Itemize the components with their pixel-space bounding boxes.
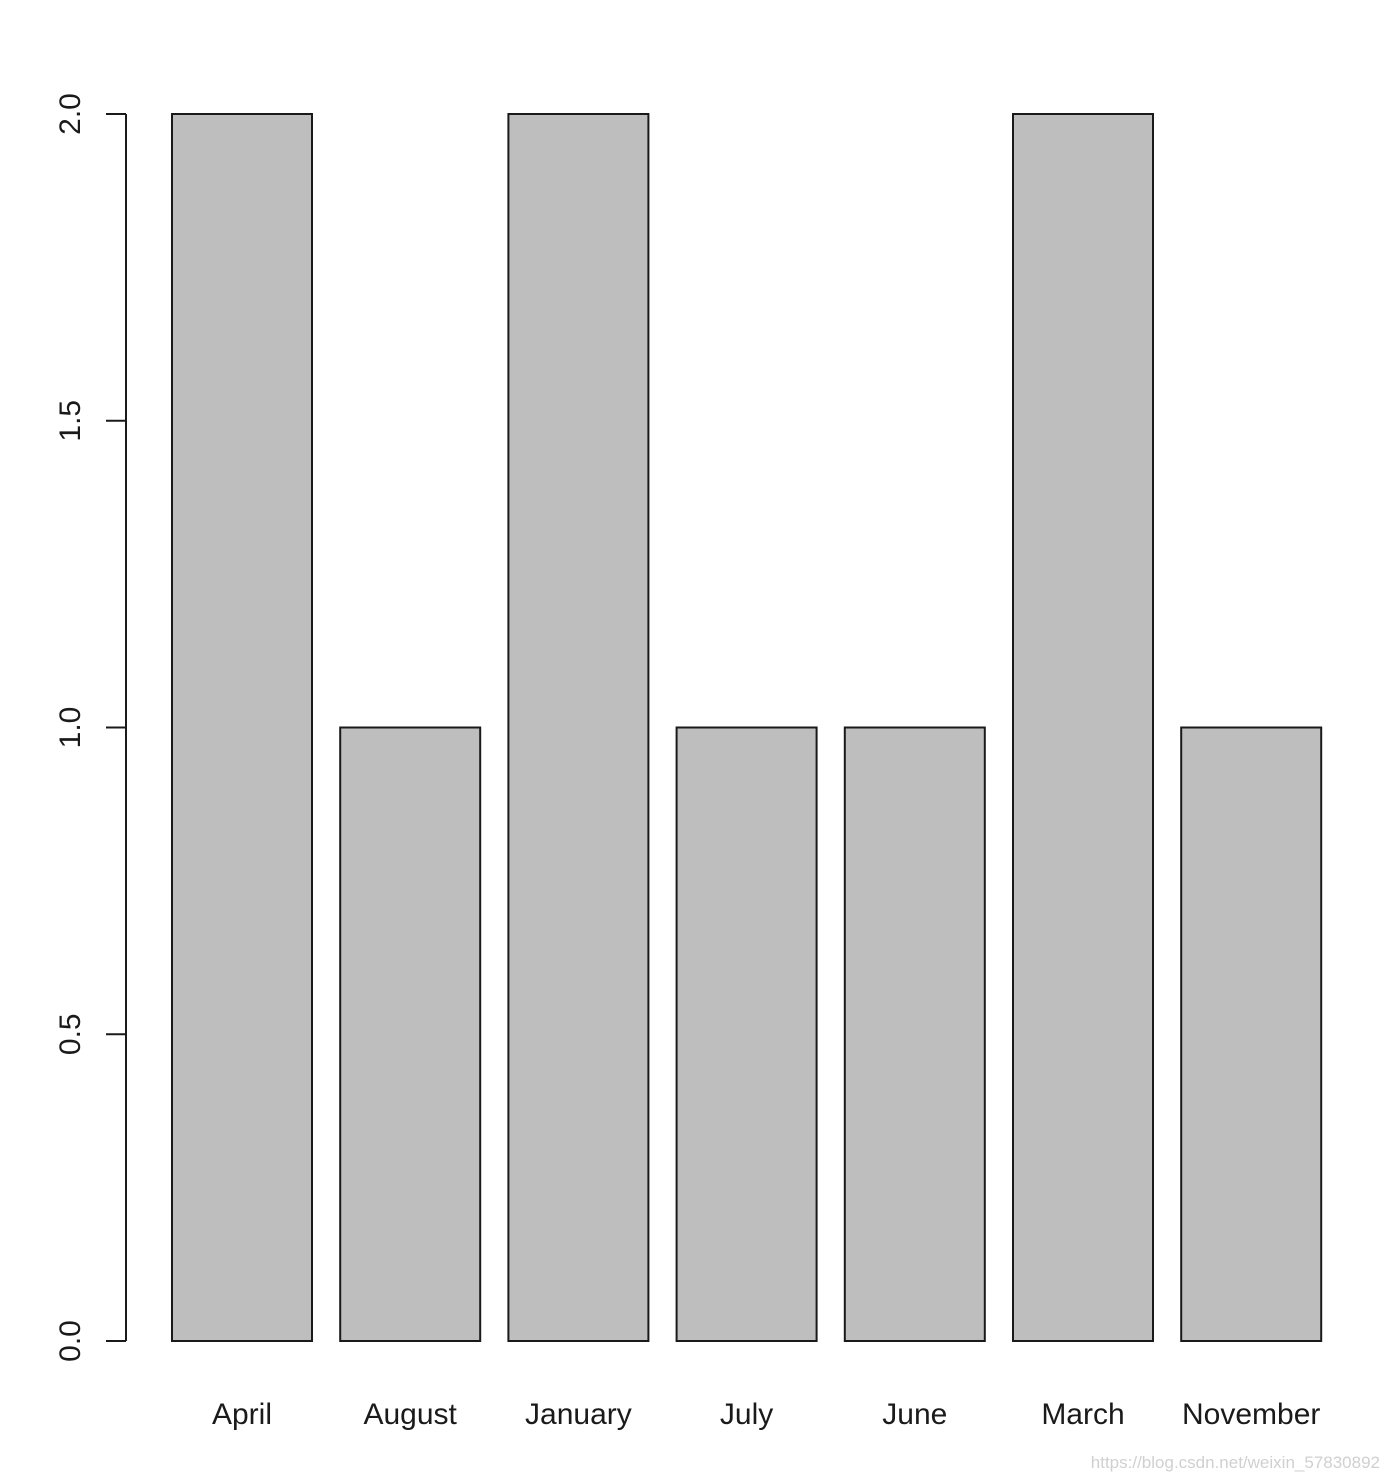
bar-march bbox=[1012, 113, 1154, 1342]
y-tick-label: 0.0 bbox=[54, 1320, 87, 1362]
bars bbox=[171, 113, 1323, 1342]
x-category-label: March bbox=[1041, 1398, 1124, 1431]
y-tick-label: 0.5 bbox=[54, 1013, 87, 1055]
x-category-label: July bbox=[720, 1398, 773, 1431]
y-axis: 0.0 0.5 1.0 1.5 2.0 bbox=[54, 93, 127, 1362]
x-category-label: November bbox=[1182, 1398, 1320, 1431]
y-tick-label: 2.0 bbox=[54, 93, 87, 135]
bar-july bbox=[675, 726, 818, 1342]
bar-january bbox=[507, 113, 650, 1342]
x-category-label: January bbox=[525, 1398, 632, 1431]
bar-august bbox=[339, 726, 482, 1342]
bar-april bbox=[171, 113, 313, 1342]
x-category-label: August bbox=[363, 1398, 457, 1431]
x-category-label: April bbox=[212, 1398, 272, 1431]
x-axis-labels: April August January July June March November bbox=[212, 1398, 1320, 1431]
y-tick-label: 1.0 bbox=[54, 707, 87, 749]
x-category-label: June bbox=[882, 1398, 947, 1431]
bar-november bbox=[1180, 726, 1323, 1342]
y-tick-label: 1.5 bbox=[54, 400, 87, 442]
watermark: https://blog.csdn.net/weixin_57830892 bbox=[1090, 1453, 1380, 1472]
bar-june bbox=[843, 726, 986, 1342]
